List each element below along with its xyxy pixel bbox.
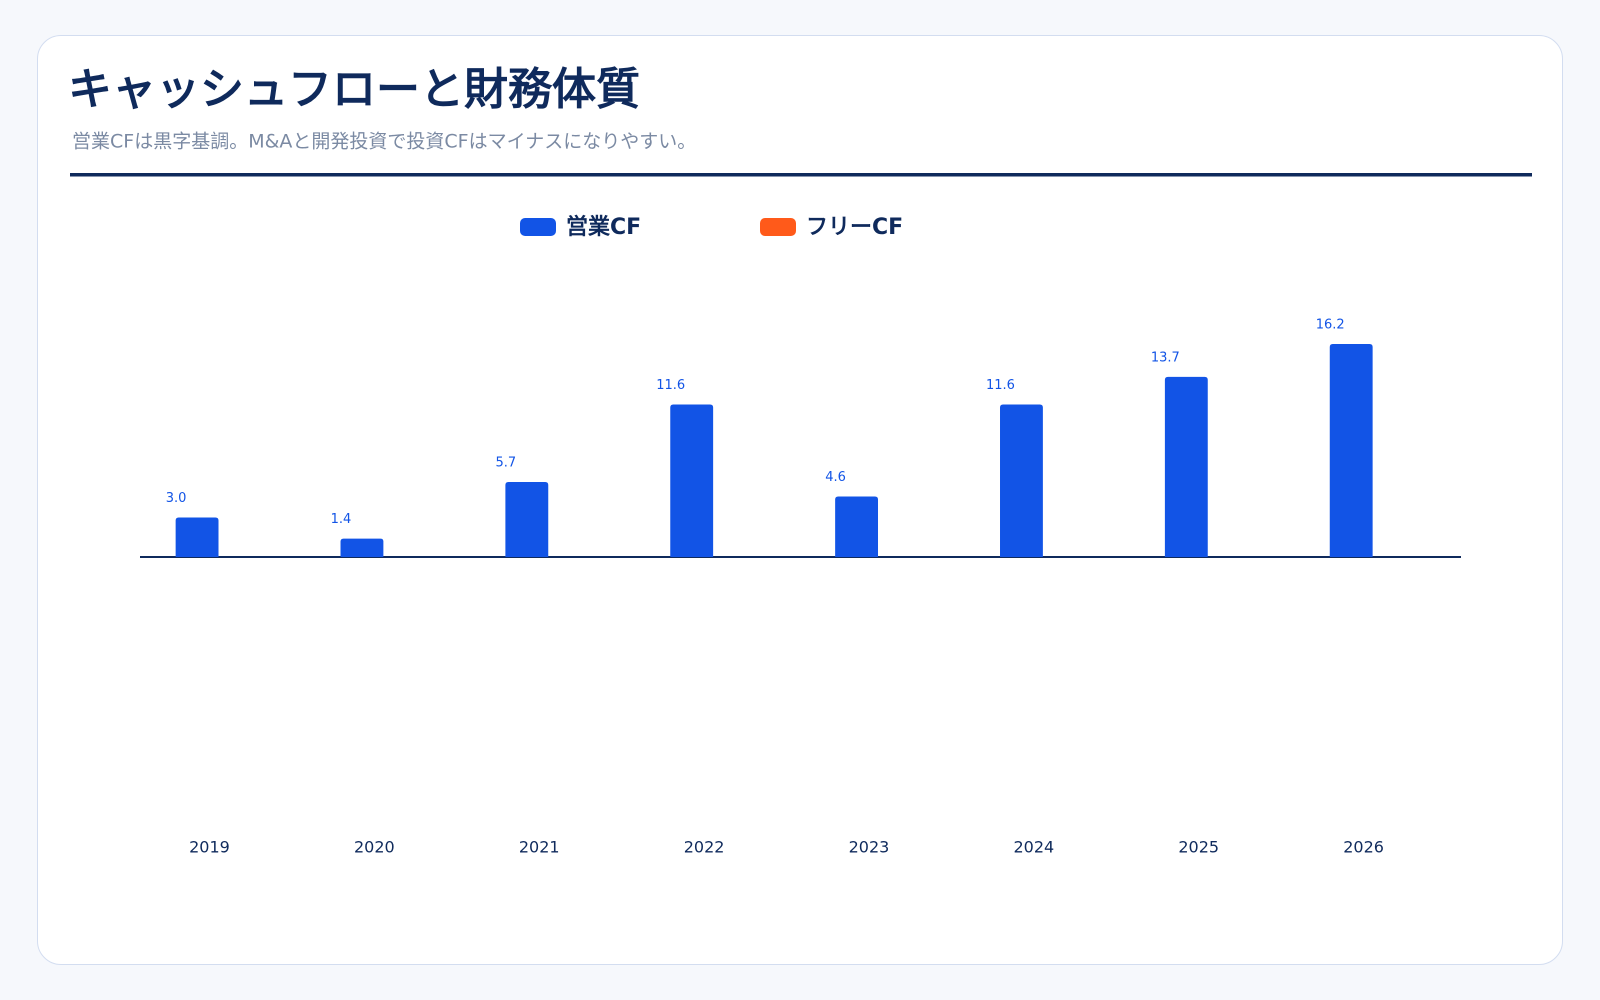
data-label: 16.2 <box>1316 317 1345 332</box>
bar <box>835 496 879 557</box>
legend-label: フリーCF <box>806 215 903 240</box>
data-label: 5.7 <box>495 456 516 471</box>
x-tick-label: 2024 <box>1013 838 1054 857</box>
bar <box>1329 343 1373 557</box>
x-tick-label: 2023 <box>849 838 890 857</box>
bar <box>340 538 384 557</box>
x-tick-label: 2019 <box>189 838 230 857</box>
data-label: 4.6 <box>825 470 846 485</box>
bar <box>505 482 549 557</box>
data-label: 3.0 <box>166 491 187 506</box>
divider <box>70 173 1532 177</box>
legend-swatch <box>520 218 556 236</box>
legend-swatch <box>760 218 796 236</box>
data-label: 11.6 <box>986 378 1015 393</box>
chart-subtitle: 営業CFは黒字基調。M&Aと開発投資で投資CFはマイナスになりやすい。 <box>72 131 696 153</box>
x-tick-label: 2025 <box>1178 838 1219 857</box>
card <box>37 35 1563 965</box>
bar <box>670 404 714 557</box>
bar <box>1000 404 1043 557</box>
data-label: 13.7 <box>1151 350 1180 365</box>
data-label: 11.6 <box>656 378 685 393</box>
x-tick-label: 2026 <box>1343 838 1384 857</box>
legend-label: 営業CF <box>566 214 641 240</box>
bar <box>1164 376 1208 557</box>
data-label: 1.4 <box>331 512 352 527</box>
x-tick-label: 2020 <box>354 838 395 857</box>
bar <box>175 517 219 557</box>
x-tick-label: 2022 <box>684 838 725 857</box>
x-tick-label: 2021 <box>519 838 560 857</box>
chart-title: キャッシュフローと財務体質 <box>68 64 640 115</box>
